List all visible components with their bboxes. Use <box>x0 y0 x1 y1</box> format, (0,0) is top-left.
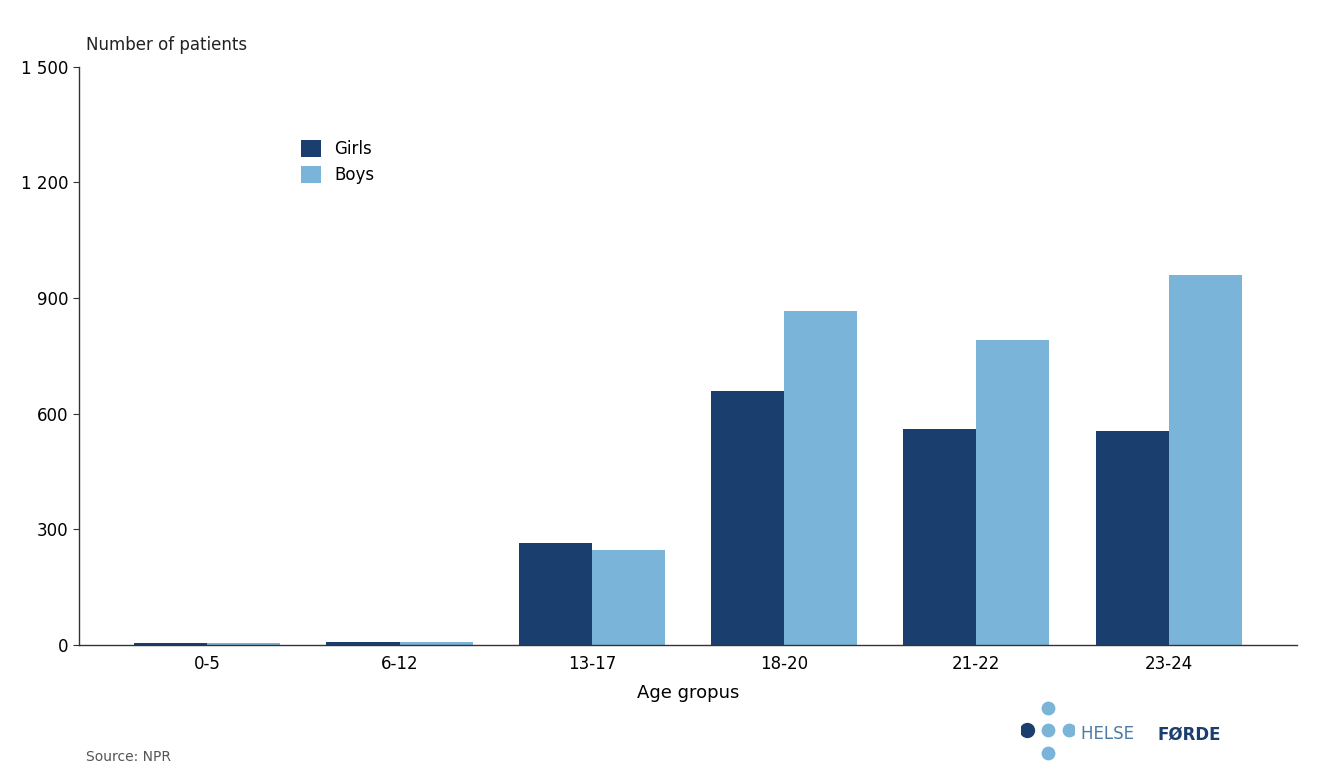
Point <box>1037 747 1058 759</box>
Bar <box>327 642 399 645</box>
Text: Source: NPR: Source: NPR <box>86 751 170 765</box>
Text: HELSE: HELSE <box>1081 725 1139 744</box>
Text: Number of patients: Number of patients <box>86 37 246 54</box>
Bar <box>710 391 784 645</box>
Point <box>1037 702 1058 714</box>
Point <box>1058 724 1079 737</box>
Bar <box>399 642 473 645</box>
Bar <box>977 340 1049 645</box>
Bar <box>903 429 977 645</box>
Bar <box>1169 275 1242 645</box>
Bar <box>519 543 592 645</box>
Legend: Girls, Boys: Girls, Boys <box>294 133 381 191</box>
Text: FØRDE: FØRDE <box>1157 725 1220 744</box>
Bar <box>784 312 857 645</box>
Bar <box>134 643 207 645</box>
Point <box>1037 724 1058 737</box>
Bar <box>207 643 281 645</box>
X-axis label: Age gropus: Age gropus <box>637 684 739 702</box>
Bar <box>592 550 664 645</box>
Point <box>1016 724 1037 737</box>
Bar <box>1095 431 1169 645</box>
